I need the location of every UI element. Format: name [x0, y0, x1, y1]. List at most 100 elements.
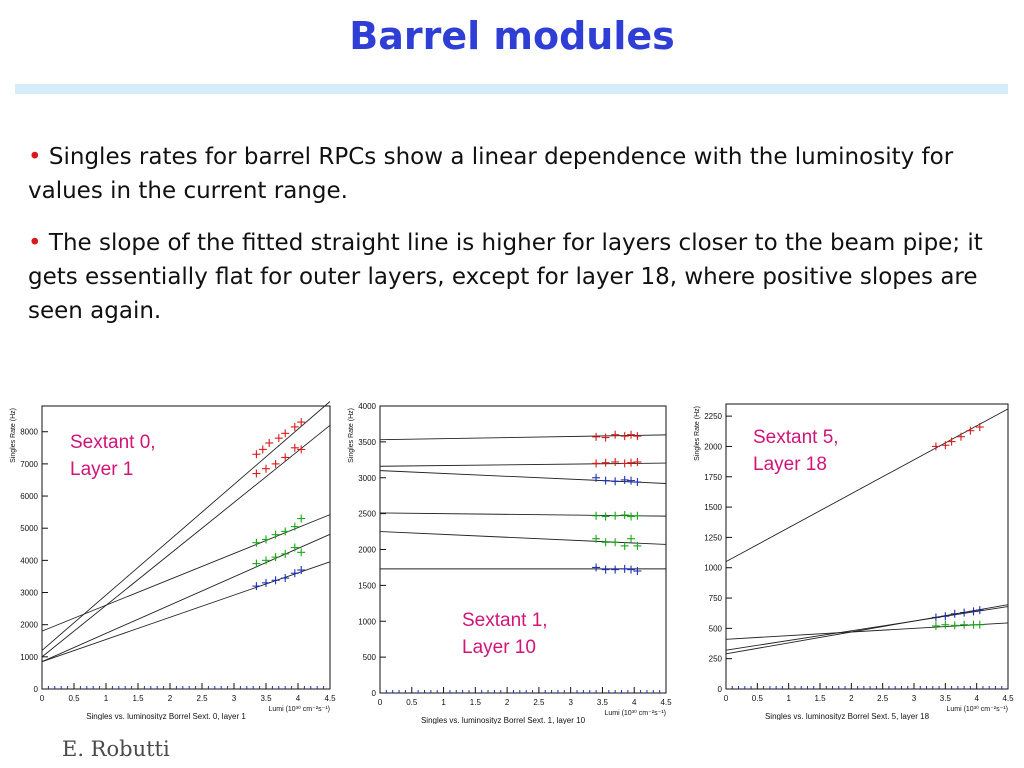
x-tick-label: 4 [632, 698, 637, 707]
data-point [601, 538, 610, 547]
y-tick-label: 0 [34, 685, 39, 694]
x-tick-label: 0 [378, 698, 383, 707]
y-tick-label: 1500 [358, 581, 376, 590]
data-point [975, 423, 984, 432]
fit-line [725, 622, 1009, 640]
data-point [931, 621, 940, 630]
y-axis-label: Singles Rate (Hz) [348, 408, 355, 463]
fit-line [725, 604, 1009, 655]
x-tick-label: 0.5 [406, 698, 418, 707]
data-point [592, 432, 601, 441]
bullet-1: • Singles rates for barrel RPCs show a l… [28, 140, 998, 208]
x-tick-label: 2.5 [533, 698, 545, 707]
x-tick-label: 1.5 [470, 698, 482, 707]
x-tick-label: 0.5 [68, 694, 80, 703]
y-tick-label: 750 [709, 594, 723, 603]
data-point [611, 477, 620, 486]
x-tick-label: 1 [441, 698, 446, 707]
data-point [627, 476, 636, 485]
y-tick-label: 2000 [358, 546, 376, 555]
fit-line [379, 434, 667, 441]
data-point [601, 476, 610, 485]
data-point [611, 511, 620, 520]
y-tick-label: 2500 [358, 510, 376, 519]
x-tick-label: 0 [40, 694, 45, 703]
y-tick-label: 2000 [20, 621, 38, 630]
y-tick-label: 8000 [20, 428, 38, 437]
data-point [262, 578, 270, 587]
data-point [966, 426, 975, 435]
data-point [258, 445, 267, 454]
data-point [931, 442, 940, 451]
x-tick-label: 1.5 [132, 694, 144, 703]
data-point [592, 459, 601, 468]
y-tick-label: 1750 [704, 473, 722, 482]
data-point [297, 445, 306, 454]
data-point [592, 473, 601, 482]
data-point [271, 553, 280, 562]
fit-line [41, 424, 331, 658]
y-axis-label: Singles Rate (Hz) [694, 406, 701, 461]
chart-sextant-5-layer-18: 0 0.5 1 1.5 2 2.5 3 3.5 4 4.5 0 250 500 750 1000 1250 15… [694, 403, 1014, 720]
data-point [947, 437, 956, 446]
data-point [950, 621, 959, 630]
x-tick-label: 1 [104, 694, 109, 703]
data-point [290, 522, 299, 531]
fit-line [379, 531, 667, 545]
data-point [620, 564, 629, 573]
data-point [633, 541, 642, 550]
x-tick-label: 4.5 [324, 694, 336, 703]
chart-sextant-1-layer-10: 0 0.5 1 1.5 2 2.5 3 3.5 4 4.5 0 500 1000 1500 2000 2500… [348, 402, 672, 724]
data-point [271, 576, 280, 585]
author-name: E. Robutti [62, 737, 170, 761]
bullet-text-2: The slope of the fitted straight line is… [28, 230, 983, 324]
y-tick-label: 0 [718, 685, 723, 694]
data-point [290, 543, 299, 552]
fit-line [41, 533, 331, 663]
y-tick-label: 3500 [358, 438, 376, 447]
data-point [941, 620, 950, 629]
data-point [290, 443, 299, 452]
plot-title: Singles vs. luminosityz Borrel Sext. 5, … [765, 712, 930, 720]
y-tick-label: 7000 [20, 460, 38, 469]
data-point [297, 566, 306, 575]
slide-title: Barrel modules [349, 14, 675, 58]
y-tick-label: 5000 [20, 524, 38, 533]
data-point [601, 512, 610, 521]
data-point [601, 433, 610, 442]
data-point [627, 565, 636, 574]
data-point [620, 475, 629, 484]
sextant-layer-label: Sextant 5, Layer 18 [753, 427, 839, 475]
y-tick-label: 2250 [704, 412, 722, 421]
data-point [633, 457, 642, 466]
y-tick-label: 1000 [704, 564, 722, 573]
data-point [592, 511, 601, 520]
data-point [592, 563, 601, 572]
x-axis-label: Lumi (10³⁰ cm⁻²s⁻¹) [604, 709, 666, 717]
plot-sextant-5: 0 0.5 1 1.5 2 2.5 3 3.5 4 4.5 0 250 500 750 1000 1250 15… [690, 398, 1018, 720]
x-tick-label: 3.5 [597, 698, 609, 707]
x-tick-label: 1 [786, 694, 791, 703]
data-point [281, 574, 290, 583]
fit-line [725, 606, 1009, 651]
data-point [281, 549, 290, 558]
x-axis-label: Lumi (10³⁰ cm⁻²s⁻¹) [268, 705, 330, 713]
x-tick-label: 0 [724, 694, 729, 703]
data-point [252, 582, 261, 591]
y-tick-label: 4000 [20, 556, 38, 565]
x-tick-label: 4.5 [1002, 694, 1014, 703]
y-tick-label: 1000 [20, 653, 38, 662]
sextant-layer-label: Sextant 0, Layer 1 [70, 432, 156, 480]
x-tick-label: 4 [974, 694, 979, 703]
plot-title: Singles vs. luminosityz Borrel Sext. 1, … [421, 716, 586, 724]
data-point [274, 434, 283, 443]
data-point [975, 620, 984, 629]
data-point [960, 620, 969, 629]
data-point [633, 511, 642, 520]
x-tick-label: 2 [849, 694, 854, 703]
data-point [252, 538, 261, 547]
data-point [252, 469, 261, 478]
x-tick-label: 0.5 [752, 694, 764, 703]
y-tick-label: 2000 [704, 442, 722, 451]
data-point [281, 527, 290, 536]
